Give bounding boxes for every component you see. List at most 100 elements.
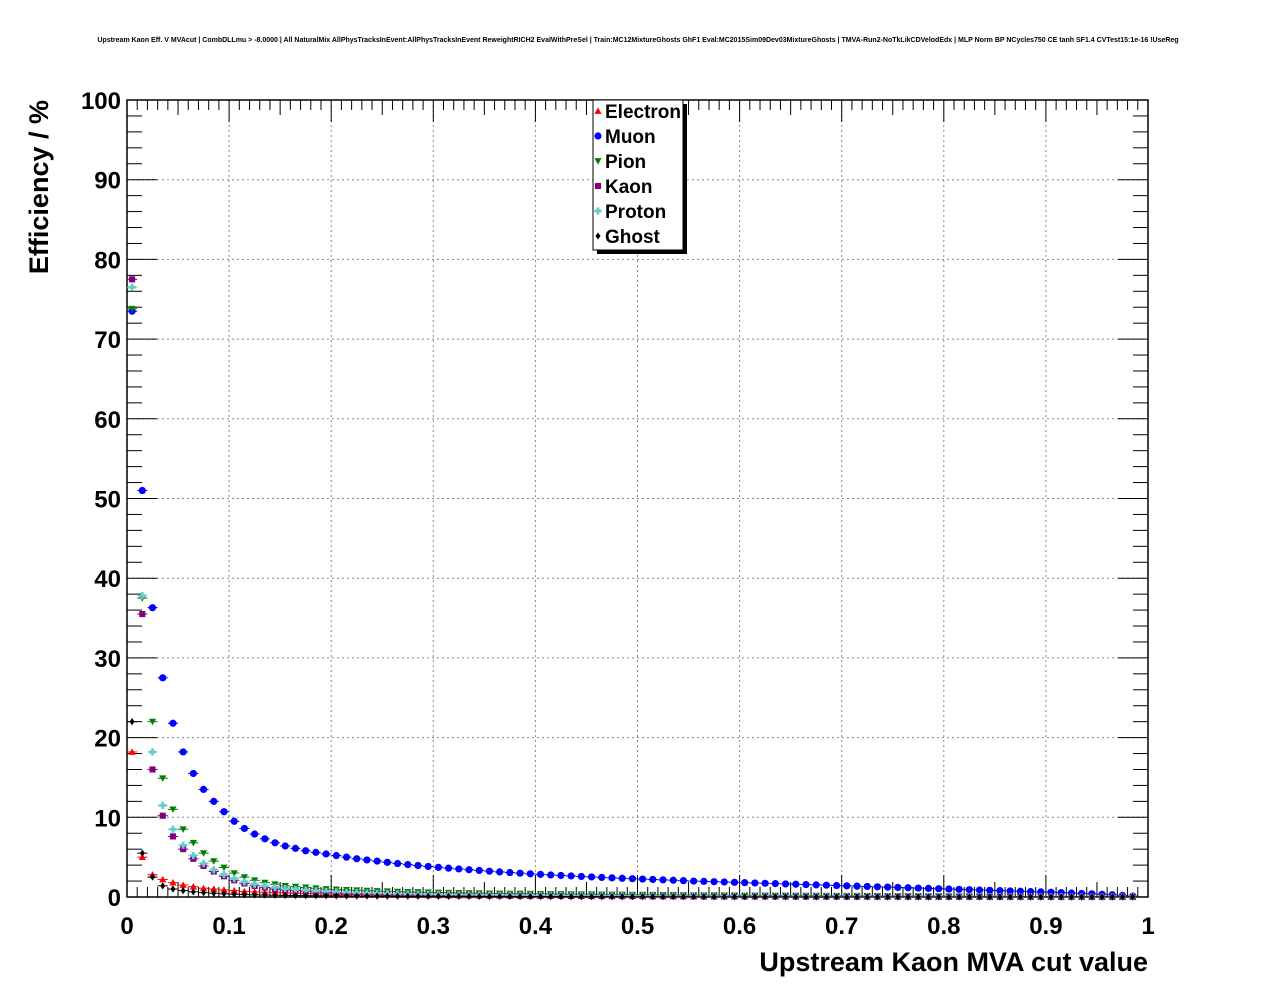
data-point	[628, 875, 636, 883]
data-point	[783, 893, 789, 901]
data-point	[425, 892, 431, 900]
data-point	[199, 850, 208, 857]
data-point	[874, 893, 880, 901]
data-point	[435, 892, 441, 900]
data-point	[649, 875, 657, 884]
data-point	[189, 769, 197, 778]
data-point	[179, 748, 187, 756]
x-tick-label: 0.4	[519, 913, 553, 940]
data-point	[323, 892, 329, 900]
data-point	[230, 887, 238, 894]
data-point	[956, 893, 962, 901]
y-tick-label: 0	[108, 885, 121, 912]
data-point	[497, 892, 503, 901]
data-point	[159, 875, 167, 883]
data-point	[936, 893, 942, 901]
data-point	[271, 839, 279, 847]
data-point	[261, 882, 269, 890]
legend-marker	[594, 107, 602, 114]
data-point	[598, 873, 606, 881]
data-point	[905, 893, 911, 901]
tick-labels: 0 0.1 0.2 0.3 0.4 0.5 0.6 0.7 0.8 0.9 101020304050…	[81, 88, 1155, 940]
data-point	[333, 892, 339, 900]
data-point	[966, 893, 972, 901]
data-point	[138, 486, 146, 495]
data-point	[221, 890, 227, 898]
data-point	[159, 775, 167, 782]
data-point	[252, 891, 258, 899]
data-point	[895, 893, 901, 901]
data-point	[517, 892, 523, 901]
data-point	[771, 880, 779, 888]
data-point	[476, 892, 482, 901]
data-point	[1048, 893, 1054, 901]
data-point	[291, 885, 300, 894]
data-point	[475, 866, 483, 875]
data-point	[904, 884, 912, 892]
data-point	[220, 808, 228, 816]
data-point	[751, 879, 759, 887]
legend-entry-kaon: Kaon	[594, 177, 653, 198]
data-point	[373, 857, 381, 865]
data-point	[240, 878, 249, 886]
legend: Electron Muon Pion Kaon Proton Ghost	[592, 99, 687, 254]
data-point	[332, 851, 340, 860]
data-point	[138, 853, 146, 861]
legend-label: Kaon	[605, 177, 653, 198]
data-point	[189, 883, 197, 890]
grid	[127, 100, 1148, 897]
legend-marker	[594, 158, 602, 165]
y-tick-label: 80	[94, 247, 121, 274]
data-point	[955, 885, 963, 893]
data-point	[761, 879, 769, 887]
data-point	[914, 884, 922, 892]
data-point	[792, 880, 800, 888]
data-point	[466, 892, 472, 900]
data-point	[190, 888, 196, 896]
data-point	[945, 885, 953, 893]
x-tick-label: 1	[1141, 913, 1154, 940]
data-point	[711, 893, 717, 901]
y-tick-label: 20	[94, 726, 121, 753]
data-point	[975, 886, 984, 894]
data-point	[179, 841, 187, 849]
data-point	[262, 891, 268, 899]
data-point	[231, 890, 237, 898]
data-point	[946, 893, 952, 901]
data-point	[526, 870, 534, 878]
data-point	[465, 866, 473, 874]
data-point	[395, 892, 401, 900]
plot-title: Upstream Kaon Eff. V MVAcut | CombDLLmu …	[97, 37, 1178, 44]
data-point	[548, 892, 554, 901]
data-point	[456, 892, 462, 900]
data-point	[292, 891, 298, 900]
data-point	[721, 893, 727, 901]
data-point	[363, 856, 371, 864]
data-point	[527, 892, 533, 901]
data-point	[986, 886, 994, 894]
data-point	[150, 873, 156, 881]
data-point	[169, 833, 177, 840]
data-point	[587, 873, 596, 881]
data-point	[312, 848, 320, 856]
data-point	[354, 892, 360, 900]
data-point	[915, 893, 921, 901]
data-point	[844, 893, 850, 901]
data-point	[752, 893, 758, 901]
y-tick-label: 90	[94, 168, 121, 195]
data-point	[1017, 893, 1023, 901]
data-point	[282, 891, 288, 900]
data-point	[138, 592, 146, 600]
data-point	[169, 879, 177, 886]
legend-label: Ghost	[605, 227, 661, 248]
data-point	[313, 892, 319, 900]
data-point	[220, 886, 228, 893]
data-point	[159, 801, 167, 809]
data-point	[558, 892, 564, 901]
data-point	[793, 893, 799, 901]
legend-label: Proton	[605, 202, 666, 223]
data-point	[159, 674, 167, 682]
data-point	[149, 766, 156, 773]
data-point	[873, 883, 882, 891]
x-tick-label: 0.2	[315, 913, 348, 940]
